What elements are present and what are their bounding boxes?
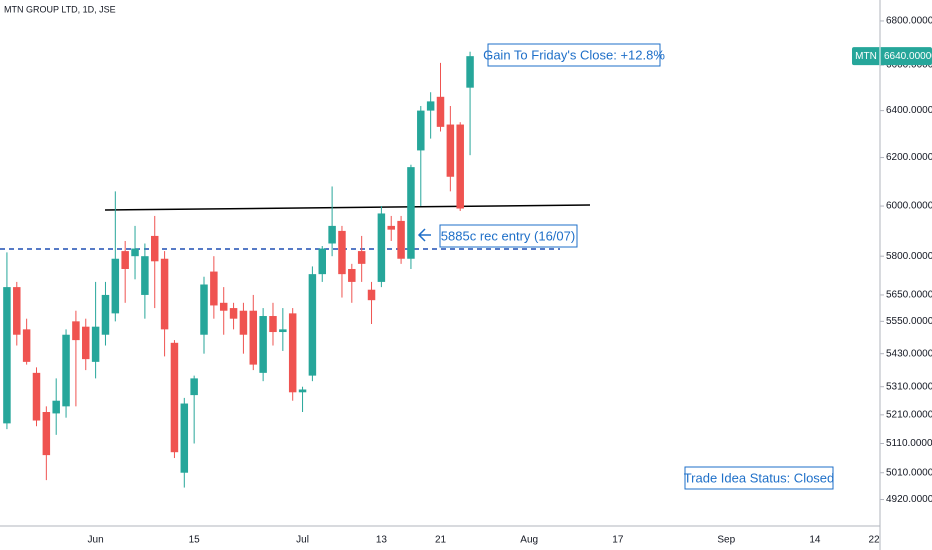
candle-body	[42, 411, 51, 456]
y-tick-label: 5430.00000	[886, 348, 932, 359]
x-tick-label: 21	[435, 535, 447, 546]
candle-body	[298, 389, 307, 393]
x-tick-label: 14	[809, 535, 821, 546]
candle-body	[417, 110, 425, 151]
annotation: Gain To Friday's Close: +12.8%	[483, 47, 665, 62]
candle-body	[328, 225, 336, 244]
y-tick-label: 4920.00000	[886, 494, 932, 505]
chart-title: MTN GROUP LTD, 1D, JSE	[4, 4, 116, 14]
candle-body	[318, 248, 326, 275]
x-tick-label: 17	[612, 535, 624, 546]
annotation-box	[684, 466, 834, 490]
candle-body	[22, 329, 31, 362]
candle-body	[91, 326, 100, 362]
y-tick-label: 5110.00000	[886, 438, 932, 449]
x-tick-label: 13	[376, 535, 388, 546]
candle-body	[397, 220, 405, 259]
candle-body	[131, 248, 139, 257]
price-badge	[852, 47, 932, 66]
candle-body	[357, 251, 366, 264]
candle-body	[52, 400, 60, 414]
candle-body	[269, 316, 277, 333]
candle-body	[456, 124, 464, 209]
annotation-box	[487, 43, 661, 67]
candle-body	[150, 235, 159, 262]
candle-body	[72, 321, 80, 341]
candle-body	[308, 274, 317, 376]
annotation: Trade Idea Status: Closed	[684, 470, 835, 485]
candle-body	[239, 310, 248, 335]
candle-body	[121, 251, 129, 269]
candle-body	[338, 230, 346, 275]
y-tick-label: 5210.00000	[886, 409, 932, 420]
candle-body	[170, 342, 179, 453]
candle-body	[210, 271, 218, 306]
candle-body	[407, 167, 415, 259]
candle-body	[62, 334, 70, 407]
y-tick-label: 5310.00000	[886, 381, 932, 392]
candle-body	[279, 329, 287, 333]
candle-body	[141, 256, 149, 295]
candle-body	[348, 268, 356, 282]
x-tick-label: Sep	[717, 535, 735, 546]
candle-body	[200, 284, 208, 335]
y-tick-label: 6600.00000	[886, 60, 932, 71]
resistance-line	[104, 204, 591, 211]
candle-body	[466, 56, 474, 88]
x-tick-label: 15	[189, 535, 201, 546]
y-tick-label: 5650.00000	[886, 290, 932, 301]
candle-body	[219, 302, 228, 311]
candle-body	[180, 403, 189, 473]
y-tick-label: 5550.00000	[886, 316, 932, 327]
last-price-label: 6640.00000	[884, 51, 932, 62]
candle-body	[259, 316, 267, 373]
annotation: 5885c rec entry (16/07)	[441, 228, 575, 243]
candle-body	[436, 96, 445, 127]
candle-body	[446, 124, 455, 177]
x-tick-label: Jul	[296, 535, 309, 546]
candle-body	[13, 287, 21, 335]
y-tick-label: 6200.00000	[886, 152, 932, 163]
candle-body	[3, 287, 11, 424]
y-tick-label: 5010.00000	[886, 467, 932, 478]
y-tick-label: 6400.00000	[886, 105, 932, 116]
candle-body	[249, 310, 258, 365]
candle-body	[101, 294, 110, 335]
candle-body	[32, 372, 41, 421]
y-tick-label: 5800.00000	[886, 251, 932, 262]
y-tick-label: 6000.00000	[886, 201, 932, 212]
arrow	[417, 228, 431, 242]
y-tick-label: 6800.00000	[886, 16, 932, 27]
x-tick-label: Jun	[88, 535, 104, 546]
candle-body	[82, 326, 90, 360]
candle-body	[190, 378, 198, 396]
candle-body	[367, 289, 376, 301]
candle-body	[377, 213, 386, 282]
candle-body	[288, 313, 297, 393]
candle-body	[111, 258, 120, 314]
candle-body	[160, 258, 169, 330]
x-tick-label: 22	[869, 535, 881, 546]
candle-body	[387, 225, 395, 230]
candle-body	[426, 101, 435, 111]
candle-body	[229, 308, 238, 319]
annotation-box	[439, 224, 578, 248]
x-tick-label: Aug	[520, 535, 538, 546]
symbol-label: MTN	[855, 51, 877, 62]
